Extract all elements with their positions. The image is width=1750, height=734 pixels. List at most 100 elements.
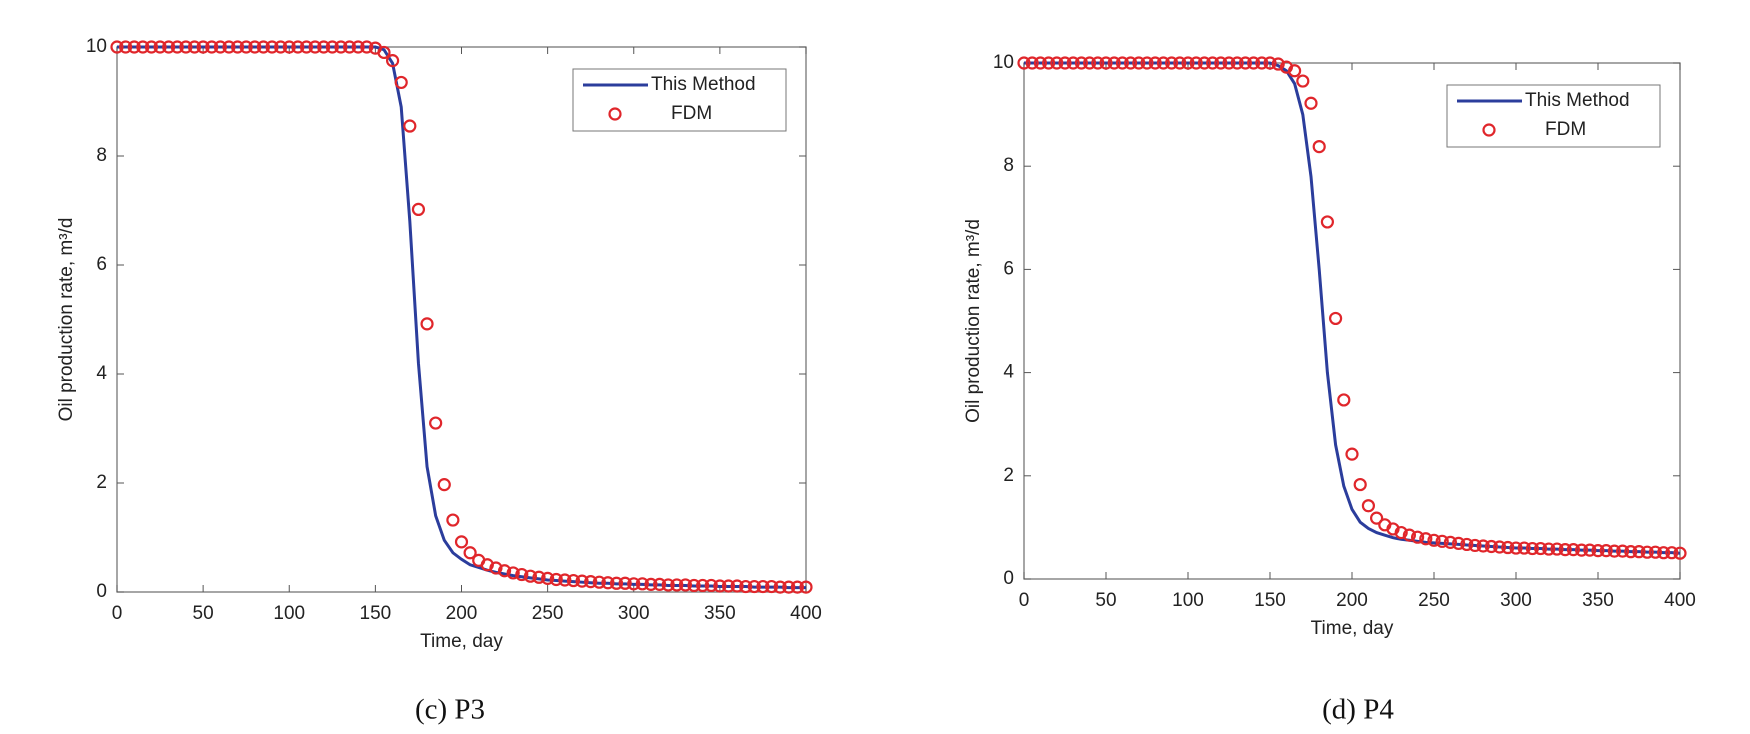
y-tick-label: 0: [96, 581, 107, 602]
legend-label: FDM: [671, 103, 712, 124]
data-point: [394, 75, 408, 90]
data-point: [1337, 393, 1351, 407]
legend: This Method FDM: [1446, 84, 1661, 148]
data-point: [463, 546, 477, 560]
plot-area: [116, 46, 807, 593]
x-tick-label: 150: [1254, 590, 1286, 611]
data-point: [1624, 545, 1638, 559]
x-tick-label: 300: [618, 603, 650, 624]
data-point: [1123, 56, 1138, 70]
data-point: [1296, 74, 1310, 88]
y-axis-label: Oil production rate, m³/d: [56, 218, 77, 422]
data-point: [1394, 525, 1408, 540]
data-point: [1320, 215, 1335, 229]
data-point: [1591, 544, 1605, 558]
y-tick-label: 6: [1003, 258, 1014, 279]
y-tick-label: 4: [1003, 362, 1014, 383]
x-tick-label: 250: [1418, 590, 1450, 611]
y-tick-label: 10: [993, 52, 1014, 73]
data-point: [558, 573, 572, 587]
data-point: [497, 564, 512, 578]
data-point: [773, 580, 787, 594]
data-point: [1164, 56, 1179, 70]
data-point: [756, 579, 770, 594]
x-tick-label: 50: [1095, 590, 1116, 611]
data-point: [1107, 56, 1121, 70]
data-point: [1033, 56, 1048, 70]
data-point: [764, 579, 779, 594]
data-point: [1435, 534, 1449, 548]
data-point: [1419, 532, 1433, 546]
data-point: [1017, 56, 1031, 70]
data-point: [730, 579, 744, 593]
data-point: [489, 561, 503, 575]
x-tick-label: 100: [1172, 590, 1204, 611]
data-point: [1214, 56, 1228, 70]
data-point: [627, 577, 641, 591]
data-point: [1271, 57, 1285, 71]
legend-label: This Method: [1525, 90, 1630, 111]
legend-swatch: [1482, 123, 1496, 137]
data-point: [1410, 530, 1425, 544]
data-point: [1402, 528, 1417, 542]
data-point: [1050, 56, 1064, 70]
data-point: [325, 40, 339, 54]
data-point: [678, 578, 693, 592]
data-point: [1640, 545, 1654, 559]
data-point: [1525, 541, 1540, 556]
data-point: [1533, 541, 1548, 556]
data-point: [549, 572, 563, 587]
data-point: [248, 40, 262, 54]
data-point: [1255, 56, 1269, 70]
y-tick-label: 2: [1003, 465, 1014, 486]
x-tick-label: 200: [446, 603, 478, 624]
data-point: [334, 40, 348, 54]
data-point: [179, 40, 193, 54]
data-point: [1230, 56, 1244, 70]
data-point: [342, 40, 357, 54]
data-point: [377, 45, 391, 60]
data-point: [670, 578, 684, 592]
data-point: [1091, 56, 1105, 70]
data-point: [609, 576, 624, 590]
data-point: [308, 40, 322, 54]
legend-swatch: [608, 107, 622, 121]
data-point: [1238, 56, 1253, 70]
data-point: [1427, 533, 1441, 547]
data-point: [1468, 538, 1482, 553]
data-point: [704, 578, 718, 593]
data-point: [1099, 56, 1113, 70]
legend-box: [1446, 84, 1661, 148]
data-point: [230, 40, 245, 54]
data-point: [1501, 540, 1515, 555]
data-point: [739, 579, 753, 594]
data-point: [713, 579, 727, 593]
data-point: [429, 416, 443, 430]
y-tick-label: 6: [96, 254, 107, 275]
data-point: [1550, 542, 1564, 556]
data-point: [1484, 539, 1499, 554]
data-point: [127, 40, 141, 54]
caption: (d) P4: [1322, 694, 1394, 726]
data-point: [1361, 499, 1376, 513]
data-point: [119, 40, 133, 54]
data-point: [1607, 544, 1622, 558]
data-point: [136, 40, 150, 54]
data-point: [1574, 543, 1589, 557]
data-point: [1197, 56, 1212, 70]
data-point: [1074, 56, 1089, 70]
legend-label: FDM: [1545, 119, 1586, 140]
data-point: [566, 573, 581, 588]
data-point: [584, 575, 598, 589]
y-tick-label: 8: [1003, 155, 1014, 176]
y-tick-label: 4: [96, 363, 107, 384]
chart-panel: 0 50 100 150 200 250 300 350 400 0 2 4 6 8 10 Time, day…: [56, 36, 822, 726]
x-tick-label: 0: [112, 603, 123, 624]
x-tick-label: 400: [1664, 590, 1696, 611]
data-point: [1312, 139, 1326, 154]
legend: This Method FDM: [572, 68, 787, 132]
data-point: [1460, 537, 1474, 552]
data-point: [790, 580, 804, 594]
data-point: [351, 40, 365, 54]
